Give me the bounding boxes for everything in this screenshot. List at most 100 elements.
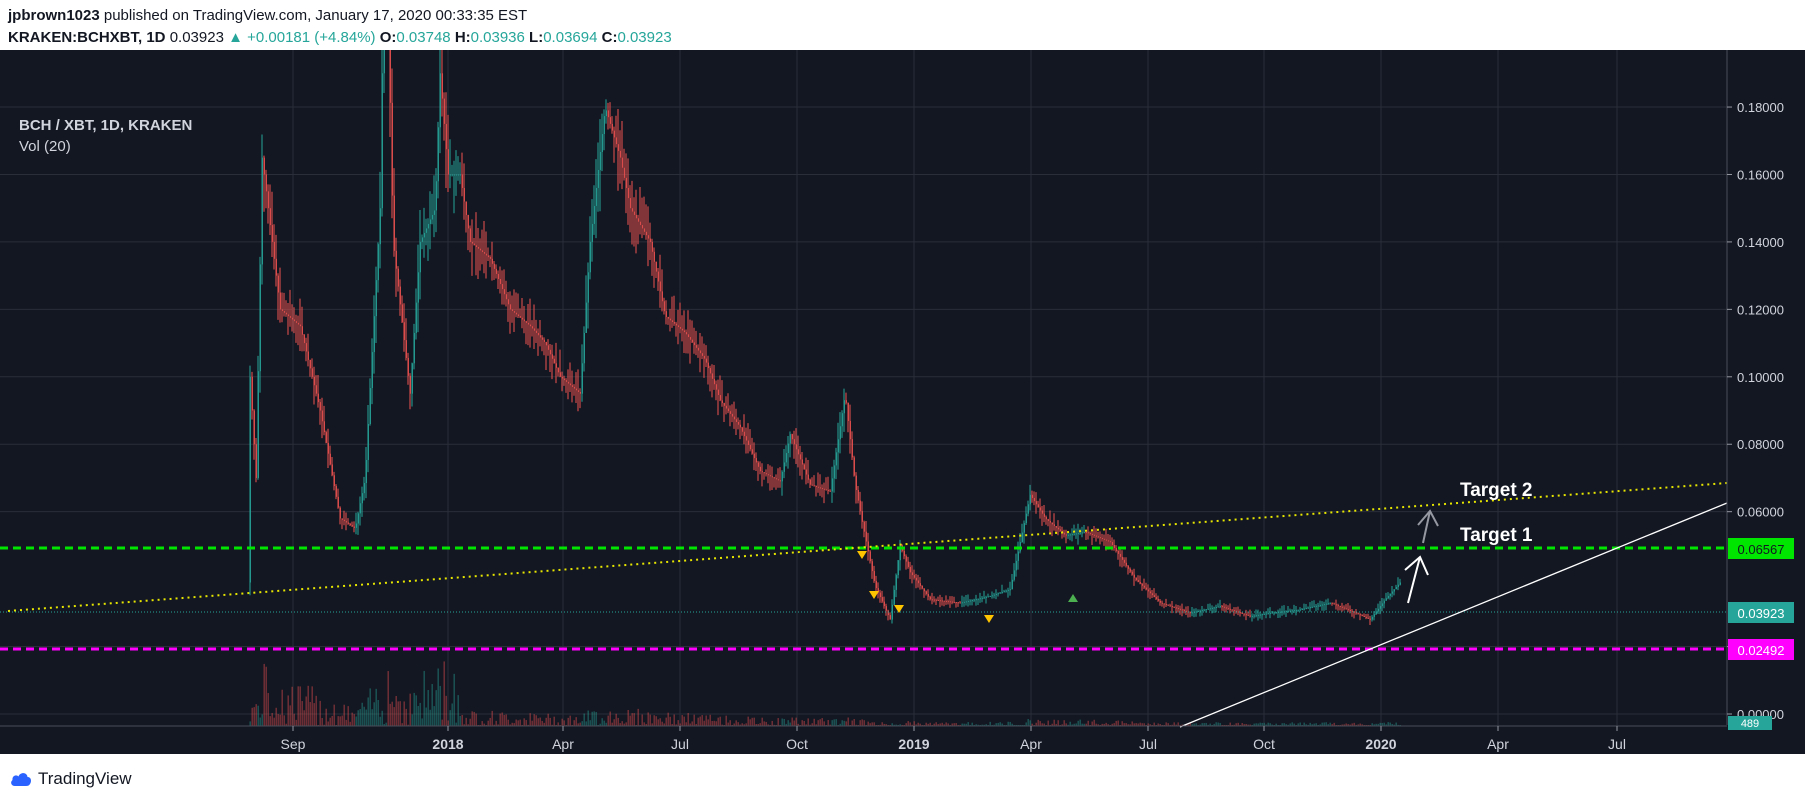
volume-bar	[643, 722, 645, 726]
candle-body	[899, 545, 901, 561]
volume-bar	[653, 715, 655, 726]
volume-bar	[293, 713, 295, 726]
candle-body	[1293, 610, 1295, 612]
candle-body	[349, 523, 351, 526]
volume-bar	[539, 717, 541, 726]
candle-body	[307, 351, 309, 360]
candle-body	[1309, 607, 1311, 609]
candle-body	[1335, 604, 1337, 606]
candle-body	[633, 211, 635, 215]
candle-body	[863, 521, 865, 532]
candle-body	[1371, 616, 1373, 620]
volume-bar	[603, 720, 605, 726]
volume-bar	[483, 723, 485, 726]
volume-bar	[867, 721, 869, 726]
candle-body	[439, 73, 441, 128]
candle-body	[399, 286, 401, 305]
volume-bar	[337, 716, 339, 726]
candle-body	[637, 218, 639, 222]
target2-arrow-icon[interactable]	[1417, 509, 1439, 544]
candle-body	[545, 341, 547, 346]
volume-bar	[403, 701, 405, 726]
candle-body	[653, 251, 655, 262]
candle-body	[683, 330, 685, 333]
candle-body	[1007, 589, 1009, 591]
candle-body	[1219, 606, 1221, 608]
volume-bar	[631, 713, 633, 726]
volume-bar	[271, 712, 273, 726]
candle-body	[1367, 617, 1369, 619]
target2-label[interactable]: Target 2	[1460, 480, 1533, 501]
candle-body	[295, 321, 297, 323]
volume-bar	[407, 724, 409, 726]
volume-bar	[601, 718, 603, 726]
volume-bar	[489, 717, 491, 726]
volume-bar	[351, 712, 353, 726]
candle-body	[431, 214, 433, 220]
candle-body	[469, 228, 471, 242]
volume-bar	[393, 707, 395, 726]
candle-body	[1171, 606, 1173, 608]
time-tick-label: Jul	[671, 736, 689, 752]
publisher-name[interactable]: jpbrown1023	[8, 7, 100, 24]
volume-bar	[1291, 722, 1293, 726]
time-tick-label: Apr	[552, 736, 574, 752]
volume-bar	[459, 715, 461, 726]
candle-body	[1163, 603, 1165, 605]
candle-body	[711, 373, 713, 379]
volume-bar	[1029, 720, 1031, 726]
candle-body	[499, 279, 501, 285]
volume-bar	[701, 715, 703, 726]
candle-body	[869, 551, 871, 562]
volume-bar	[919, 723, 921, 726]
candle-body	[935, 599, 937, 601]
candle-body	[999, 592, 1001, 594]
candle-body	[539, 335, 541, 338]
volume-bar	[1143, 723, 1145, 726]
candle-body	[819, 487, 821, 489]
volume-indicator-label[interactable]: Vol (20)	[19, 138, 71, 155]
candle-body	[1223, 606, 1225, 608]
candle-body	[1131, 571, 1133, 575]
price-chart-svg[interactable]: Target 2 Target 1 0.260000.240000.220000…	[0, 0, 1805, 754]
volume-bar	[761, 717, 763, 726]
support-trendline[interactable]	[1179, 502, 1728, 728]
candle-body	[517, 314, 519, 317]
chart-legend-pair[interactable]: BCH / XBT, 1D, KRAKEN	[19, 117, 193, 134]
candle-body	[941, 600, 943, 602]
candlesticks[interactable]	[249, 0, 1401, 626]
candle-body	[485, 253, 487, 256]
candle-body	[325, 432, 327, 443]
candle-body	[487, 255, 489, 258]
target1-label[interactable]: Target 1	[1460, 525, 1533, 546]
volume-bar	[505, 714, 507, 726]
candle-body	[665, 311, 667, 317]
candle-body	[299, 324, 301, 327]
candle-body	[451, 174, 453, 176]
candle-body	[1363, 615, 1365, 617]
time-axis-ticks[interactable]: Sep 2018 Apr Jul Oct 2019 Apr Jul Oct 2020 Apr Jul	[281, 726, 1626, 752]
candle-body	[1049, 520, 1051, 523]
candle-body	[1027, 504, 1029, 514]
volume-bar	[781, 718, 783, 726]
volume-bar	[711, 720, 713, 726]
candle-body	[409, 375, 411, 394]
volume-bar	[655, 716, 657, 726]
target1-arrow-icon[interactable]	[1404, 555, 1429, 604]
volume-bar	[1267, 722, 1269, 726]
volume-bar	[1331, 724, 1333, 726]
volume-bar	[587, 710, 589, 726]
volume-bar	[1129, 724, 1131, 726]
price-change: +0.00181 (+4.84%)	[247, 29, 376, 46]
candle-body	[261, 157, 263, 265]
volume-bar	[331, 715, 333, 726]
volume-bar	[1345, 723, 1347, 726]
volume-bar	[1269, 723, 1271, 726]
volume-bar	[1247, 724, 1249, 726]
tradingview-logo[interactable]: TradingView	[10, 769, 132, 789]
volume-bar	[961, 723, 963, 726]
chart-area[interactable]: Target 2 Target 1 0.260000.240000.220000…	[0, 0, 1805, 754]
volume-bar	[831, 720, 833, 726]
volume-bar	[763, 721, 765, 726]
volume-bar	[1171, 724, 1173, 726]
